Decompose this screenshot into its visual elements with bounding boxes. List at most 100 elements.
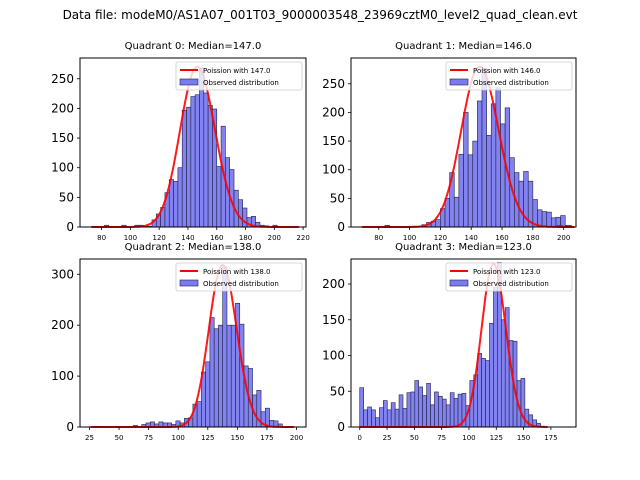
- histogram-bar: [242, 207, 248, 228]
- histogram-bar: [486, 135, 492, 228]
- histogram-bar: [209, 317, 215, 428]
- legend: Poission with 138.0 Observed distribution: [175, 262, 303, 292]
- histogram-bar: [410, 391, 416, 428]
- legend-label: Poission with 147.0: [203, 67, 271, 75]
- x-tick-label: 140: [181, 234, 194, 242]
- histogram-bar: [406, 392, 412, 428]
- x-tick-label: 50: [410, 434, 419, 442]
- x-tick-label: 220: [296, 234, 309, 242]
- subplot-title: Quadrant 0: Median=147.0: [125, 41, 262, 52]
- y-tick-label: 200: [322, 105, 345, 119]
- y-tick-label: 250: [322, 77, 345, 91]
- x-tick-label: 100: [172, 434, 185, 442]
- x-tick-label: 25: [85, 434, 94, 442]
- subplot-title: Quadrant 1: Median=146.0: [395, 41, 532, 52]
- x-tick-label: 100: [124, 234, 137, 242]
- subplot-title: Quadrant 3: Median=123.0: [395, 242, 532, 253]
- histogram-bar: [383, 400, 388, 428]
- histogram-bar: [173, 181, 179, 228]
- histogram-bar: [449, 392, 455, 428]
- axes-frame: [79, 57, 307, 228]
- histogram-bar: [402, 408, 408, 428]
- legend-patch-swatch: [449, 279, 469, 287]
- histogram-bar: [541, 211, 548, 228]
- histogram-bar: [194, 94, 200, 228]
- legend-label: Poission with 138.0: [203, 268, 271, 276]
- x-tick-label: 200: [290, 434, 303, 442]
- x-tick-label: 175: [260, 434, 273, 442]
- histogram-bar: [398, 394, 404, 428]
- x-tick-label: 25: [383, 434, 392, 442]
- y-tick-label: 300: [51, 267, 74, 281]
- y-tick-label: 0: [66, 220, 74, 234]
- histogram-bar: [500, 319, 506, 428]
- histogram-bar: [181, 109, 187, 228]
- legend-box: [445, 61, 573, 91]
- y-tick-label: 200: [51, 101, 74, 115]
- histogram-bar: [458, 153, 464, 228]
- histogram-bar: [363, 409, 368, 428]
- x-tick-label: 160: [495, 234, 508, 242]
- histogram-bar: [490, 103, 497, 228]
- legend-patch-swatch: [179, 279, 199, 287]
- histogram-bar: [435, 219, 441, 228]
- histogram-bar: [216, 166, 222, 228]
- histogram-bar: [489, 323, 494, 428]
- x-tick-label: 180: [239, 234, 252, 242]
- x-tick-label: 175: [544, 434, 557, 442]
- axes-frame: [350, 258, 577, 428]
- histogram-bar: [213, 328, 219, 428]
- histogram-bar: [414, 380, 420, 428]
- histogram-bar: [485, 360, 490, 428]
- histogram-bar: [477, 100, 483, 228]
- x-tick-label: 120: [434, 234, 447, 242]
- y-tick-label: 150: [322, 313, 345, 327]
- legend-label: Observed distribution: [203, 79, 279, 87]
- histogram-bar: [375, 417, 380, 428]
- subplot-quadrant-2: Quadrant 2: Median=138.0 25 50 75 100 125 150 1…: [51, 242, 307, 442]
- y-tick-label: 50: [330, 384, 345, 398]
- x-tick-label: 125: [490, 434, 503, 442]
- subplot-title: Quadrant 2: Median=138.0: [125, 242, 262, 253]
- histogram-bar: [481, 68, 487, 228]
- x-tick-label: 140: [465, 234, 478, 242]
- histogram-bar: [371, 409, 376, 428]
- x-tick-label: 120: [152, 234, 165, 242]
- histogram-bar: [196, 401, 202, 428]
- histogram-bar: [453, 196, 460, 228]
- histogram-bar: [551, 217, 557, 228]
- histogram-bar: [394, 408, 400, 428]
- histogram-bar: [203, 92, 209, 228]
- y-tick-label: 0: [337, 420, 345, 434]
- axes-frame: [350, 57, 577, 228]
- legend-label: Observed distribution: [473, 79, 549, 87]
- histogram-bar: [495, 87, 501, 228]
- histogram-bar: [207, 105, 213, 228]
- y-tick-label: 100: [322, 163, 345, 177]
- histogram-bar: [472, 140, 478, 228]
- legend-label: Observed distribution: [203, 280, 279, 288]
- histogram-bar: [190, 96, 196, 228]
- histogram-bar: [481, 358, 486, 428]
- x-tick-label: 200: [268, 234, 281, 242]
- histogram-bar: [177, 167, 183, 228]
- y-tick-label: 50: [59, 190, 74, 204]
- subplot-quadrant-1: Quadrant 1: Median=146.0 80 100 120 140 160 18…: [322, 41, 577, 242]
- x-tick-label: 80: [97, 234, 106, 242]
- y-tick-label: 100: [51, 161, 74, 175]
- x-tick-label: 160: [210, 234, 223, 242]
- histogram-bar: [444, 198, 450, 228]
- histogram-bar: [546, 211, 552, 228]
- x-tick-label: 100: [403, 234, 416, 242]
- histogram-bar: [199, 67, 205, 228]
- histogram-bar: [438, 395, 443, 428]
- histogram-bar: [218, 324, 223, 428]
- histogram-bar: [390, 402, 396, 428]
- histogram-bar: [442, 398, 447, 428]
- histogram-bar: [422, 395, 427, 428]
- histogram-bar: [477, 353, 482, 428]
- x-tick-label: 150: [517, 434, 530, 442]
- legend-patch-swatch: [179, 78, 199, 86]
- y-tick-label: 150: [51, 131, 74, 145]
